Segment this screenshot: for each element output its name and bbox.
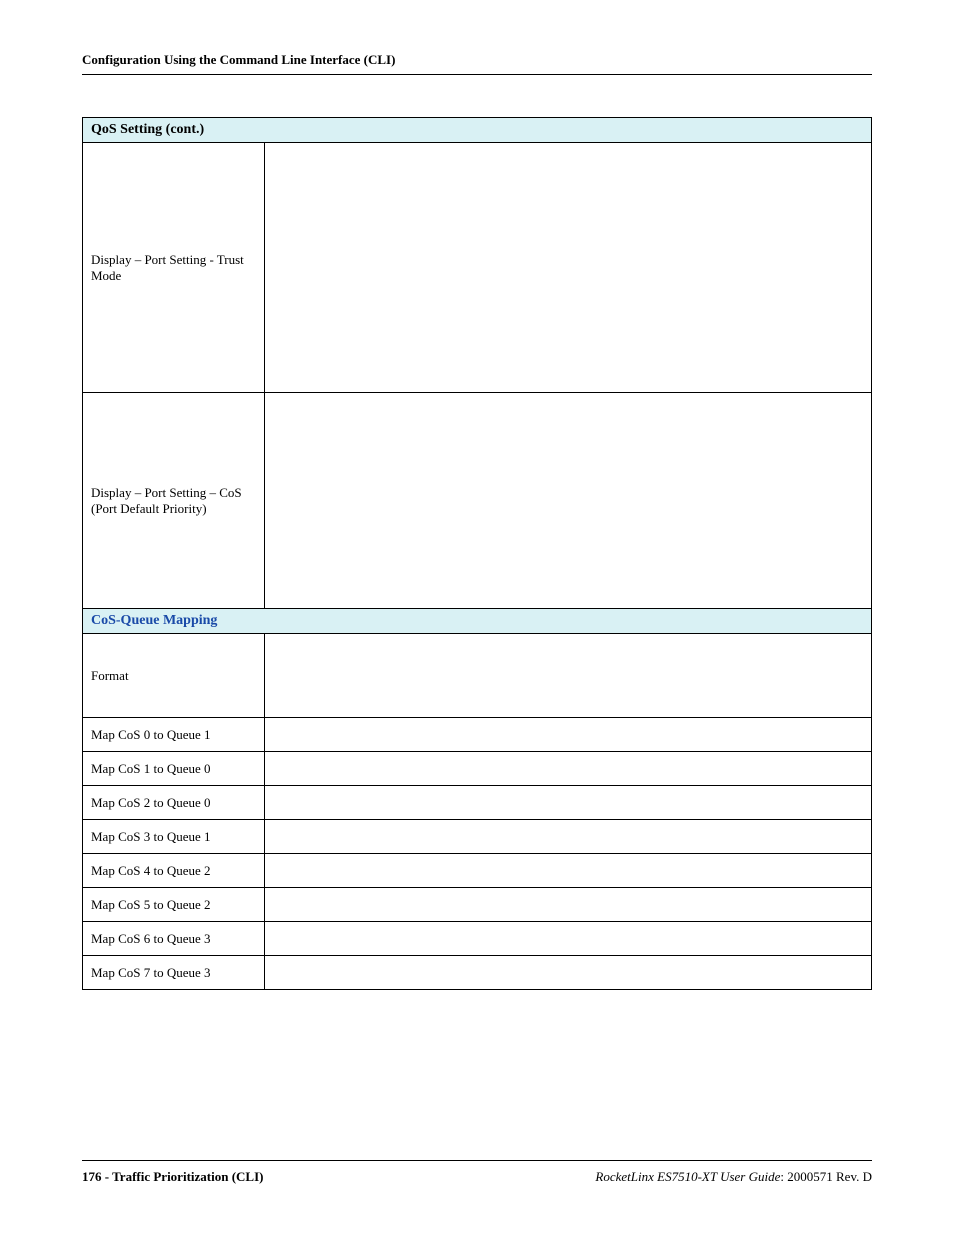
row-value	[265, 634, 872, 718]
row-label: Map CoS 4 to Queue 2	[83, 854, 265, 888]
table-row: Map CoS 6 to Queue 3	[83, 922, 872, 956]
row-label: Map CoS 1 to Queue 0	[83, 752, 265, 786]
footer-left: 176 - Traffic Prioritization (CLI)	[82, 1169, 263, 1185]
table-row: Map CoS 3 to Queue 1	[83, 820, 872, 854]
table-row: Map CoS 4 to Queue 2	[83, 854, 872, 888]
running-header: Configuration Using the Command Line Int…	[82, 52, 872, 75]
table-row: Map CoS 5 to Queue 2	[83, 888, 872, 922]
row-value	[265, 854, 872, 888]
row-value	[265, 820, 872, 854]
section-qos-setting: QoS Setting (cont.)	[83, 118, 872, 143]
row-value	[265, 786, 872, 820]
row-label: Map CoS 7 to Queue 3	[83, 956, 265, 990]
table-row: Map CoS 0 to Queue 1	[83, 718, 872, 752]
section-title: CoS-Queue Mapping	[83, 609, 872, 634]
row-value	[265, 922, 872, 956]
row-label: Format	[83, 634, 265, 718]
footer-product: RocketLinx ES7510-XT User Guide	[595, 1169, 780, 1184]
page-footer: 176 - Traffic Prioritization (CLI) Rocke…	[82, 1160, 872, 1185]
row-label: Display – Port Setting - Trust Mode	[83, 143, 265, 393]
table-row: Display – Port Setting - Trust Mode	[83, 143, 872, 393]
row-label: Map CoS 2 to Queue 0	[83, 786, 265, 820]
table-row: Map CoS 2 to Queue 0	[83, 786, 872, 820]
row-value	[265, 393, 872, 609]
footer-revision: : 2000571 Rev. D	[780, 1169, 872, 1184]
row-label: Map CoS 5 to Queue 2	[83, 888, 265, 922]
row-label: Map CoS 3 to Queue 1	[83, 820, 265, 854]
row-label: Map CoS 6 to Queue 3	[83, 922, 265, 956]
row-value	[265, 956, 872, 990]
table-row: Map CoS 1 to Queue 0	[83, 752, 872, 786]
footer-right: RocketLinx ES7510-XT User Guide: 2000571…	[595, 1169, 872, 1185]
row-label: Display – Port Setting – CoS (Port Defau…	[83, 393, 265, 609]
section-title: QoS Setting (cont.)	[83, 118, 872, 143]
table-row: Map CoS 7 to Queue 3	[83, 956, 872, 990]
row-value	[265, 752, 872, 786]
table-row: Format	[83, 634, 872, 718]
page: Configuration Using the Command Line Int…	[0, 0, 954, 1235]
section-cos-queue-mapping: CoS-Queue Mapping	[83, 609, 872, 634]
table-row: Display – Port Setting – CoS (Port Defau…	[83, 393, 872, 609]
row-value	[265, 718, 872, 752]
qos-table-body: QoS Setting (cont.) Display – Port Setti…	[83, 118, 872, 990]
qos-table: QoS Setting (cont.) Display – Port Setti…	[82, 117, 872, 990]
row-value	[265, 888, 872, 922]
row-label: Map CoS 0 to Queue 1	[83, 718, 265, 752]
row-value	[265, 143, 872, 393]
